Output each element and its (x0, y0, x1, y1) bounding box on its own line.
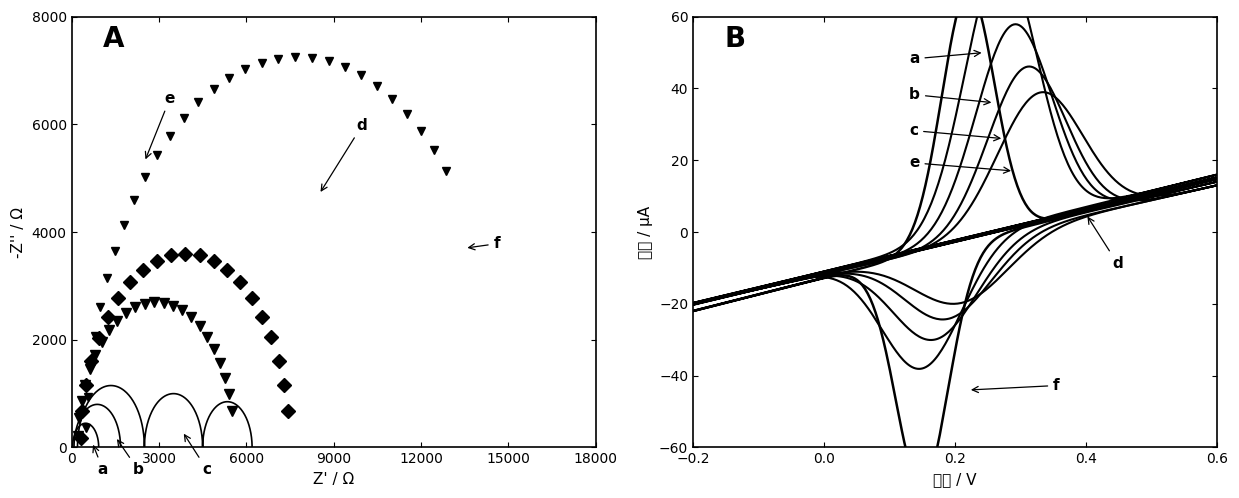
Text: c: c (185, 435, 212, 478)
Text: c: c (909, 123, 1000, 141)
Text: d: d (1088, 218, 1123, 271)
Text: f: f (468, 236, 501, 251)
Y-axis label: 电流 / μA: 电流 / μA (638, 206, 653, 258)
Text: b: b (118, 440, 144, 478)
Text: e: e (145, 91, 175, 158)
X-axis label: 电压 / V: 电压 / V (933, 472, 976, 487)
Text: d: d (321, 118, 368, 191)
Text: B: B (725, 25, 746, 53)
X-axis label: Z' / Ω: Z' / Ω (313, 472, 354, 487)
Text: f: f (973, 378, 1059, 393)
Text: e: e (909, 155, 1010, 173)
Text: b: b (909, 87, 990, 105)
Text: a: a (93, 446, 108, 478)
Y-axis label: -Z'' / Ω: -Z'' / Ω (11, 207, 26, 257)
Text: A: A (103, 25, 125, 53)
Text: a: a (909, 50, 980, 66)
